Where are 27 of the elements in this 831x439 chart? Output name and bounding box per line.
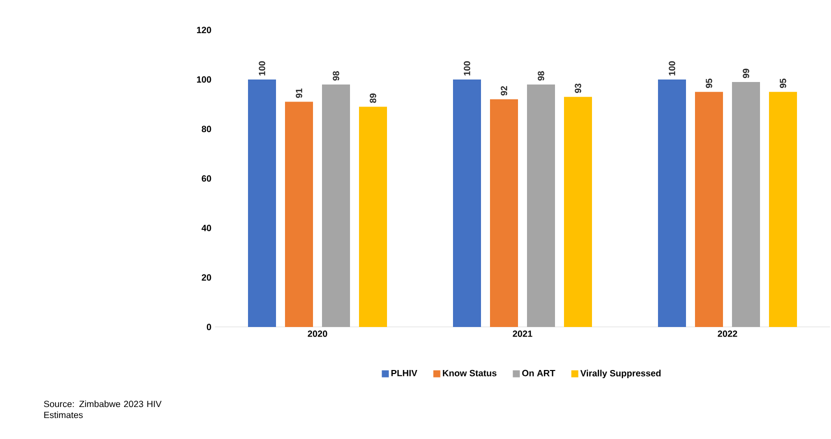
x-tick-label: 2022 [718,330,738,337]
y-tick-label: 60 [202,175,212,182]
legend-label: Virally Suppressed [580,370,661,378]
data-label: 100 [668,61,676,76]
y-tick-label: 0 [206,324,212,330]
x-tick-label: 2021 [512,330,532,337]
y-tick-label: 120 [197,26,212,34]
x-tick-label: 2020 [308,330,328,337]
legend-label: Know Status [442,370,496,376]
y-tick-label: 20 [202,274,212,281]
y-tick-label: 100 [197,76,212,83]
y-tick-label: 80 [202,126,212,132]
data-label: 98 [538,71,544,81]
legend-label: On ART [522,370,556,376]
data-label: 95 [780,78,786,88]
source-note: Source: Zimbabwe 2023 HIV Estimates [44,400,162,418]
data-label: 100 [258,61,266,76]
data-label: 92 [500,86,508,96]
data-label: 89 [370,94,376,103]
y-tick-label: 40 [202,224,212,232]
legend-label: PLHIV [391,370,418,376]
data-label: 98 [332,71,340,81]
data-label: 95 [706,78,712,88]
data-label: 99 [742,68,750,78]
data-label: 100 [464,61,470,76]
data-label: 93 [574,84,582,93]
data-label: 91 [296,88,302,98]
